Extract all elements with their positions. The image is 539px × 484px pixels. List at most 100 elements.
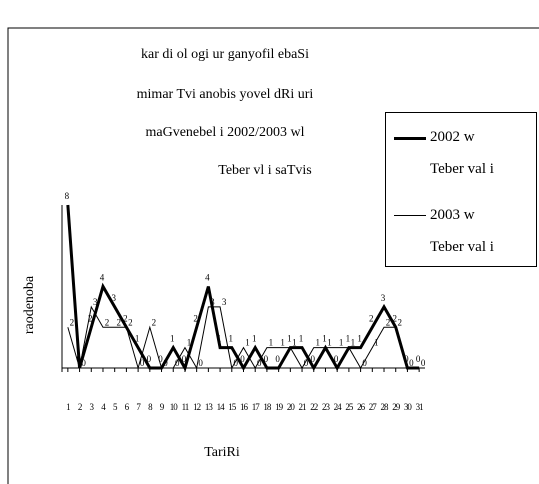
data-label: 0 <box>275 354 280 364</box>
data-label: 0 <box>304 358 309 368</box>
x-tick-label: 28 <box>381 402 390 412</box>
data-label: 2 <box>369 313 374 323</box>
data-label: 0 <box>140 358 145 368</box>
x-tick-label: 20 <box>287 402 296 412</box>
y-axis-label: raodenoba <box>22 275 37 334</box>
x-tick-label: 19 <box>275 402 284 412</box>
x-tick-label: 6 <box>125 402 130 412</box>
data-label: 0 <box>147 354 152 364</box>
x-tick-label: 24 <box>334 402 343 412</box>
data-label: 0 <box>409 358 414 368</box>
data-label: 0 <box>158 354 163 364</box>
x-tick-label: 5 <box>113 402 118 412</box>
data-label: 0 <box>234 358 239 368</box>
data-label: 2 <box>392 313 397 323</box>
x-tick-label: 30 <box>404 402 413 412</box>
x-tick-label: 26 <box>357 402 366 412</box>
data-label: 2 <box>105 317 110 327</box>
title-line: mimar Tvi anobis yovel dRi uri <box>137 87 314 102</box>
data-label: 0 <box>76 354 81 364</box>
data-label: 0 <box>264 354 269 364</box>
data-label: 0 <box>334 354 339 364</box>
x-tick-label: 23 <box>322 402 331 412</box>
data-label: 0 <box>404 354 409 364</box>
data-label: 3 <box>381 293 386 303</box>
title-line: Teber vl i saTvis <box>218 163 312 178</box>
data-label: 1 <box>135 334 140 344</box>
data-label: 2 <box>116 317 121 327</box>
legend-item: 2003 w Teber val i <box>394 199 510 263</box>
data-label: 1 <box>322 334 327 344</box>
data-label: 2 <box>193 313 198 323</box>
data-label: 8 <box>65 191 70 201</box>
data-label: 1 <box>374 338 379 348</box>
data-label: 0 <box>175 358 180 368</box>
data-label: 0 <box>421 358 426 368</box>
data-label: 0 <box>182 354 187 364</box>
data-label: 2 <box>70 317 75 327</box>
data-label: 1 <box>187 338 192 348</box>
chart-frame <box>7 27 539 484</box>
data-label: 2 <box>386 317 391 327</box>
x-tick-label: 11 <box>182 402 189 412</box>
data-label: 1 <box>346 334 351 344</box>
data-label: 2 <box>152 317 157 327</box>
x-tick-label: 9 <box>160 402 165 412</box>
x-tick-label: 13 <box>205 402 214 412</box>
data-label: 1 <box>280 338 285 348</box>
data-label: 0 <box>198 358 203 368</box>
data-label: 2 <box>123 313 128 323</box>
x-tick-label: 22 <box>310 402 318 412</box>
x-tick-label: 31 <box>416 402 424 412</box>
data-label: 0 <box>257 358 262 368</box>
data-label: 1 <box>287 334 292 344</box>
x-tick-label: 3 <box>90 402 95 412</box>
data-label: 1 <box>316 338 321 348</box>
x-tick-label: 21 <box>299 402 307 412</box>
x-tick-label: 16 <box>240 402 249 412</box>
series-line <box>66 204 420 372</box>
x-tick-label: 14 <box>217 402 226 412</box>
data-label: 1 <box>252 334 257 344</box>
data-label: 4 <box>100 273 105 283</box>
data-label: 1 <box>217 334 222 344</box>
data-label: 0 <box>416 354 421 364</box>
x-tick-label: 27 <box>369 402 378 412</box>
data-label: 0 <box>163 358 168 368</box>
legend-label: 2003 w Teber val i <box>430 207 494 255</box>
legend: 2002 w Teber val i 2003 w Teber val i <box>385 112 537 267</box>
x-tick-label: 17 <box>252 402 261 412</box>
data-label: 1 <box>327 338 332 348</box>
data-label: 0 <box>311 354 316 364</box>
data-label: 4 <box>205 273 210 283</box>
x-tick-label: 25 <box>345 402 354 412</box>
title-line: maGvenebel i 2002/2003 wl <box>145 125 304 140</box>
data-label: 1 <box>245 338 250 348</box>
data-label: 3 <box>111 293 116 303</box>
x-tick-label: 29 <box>392 402 401 412</box>
series-line <box>67 305 420 370</box>
data-label: 1 <box>357 334 362 344</box>
data-label: 2 <box>128 317 133 327</box>
data-label: 0 <box>362 358 367 368</box>
data-label: 1 <box>299 334 304 344</box>
data-label: 3 <box>210 297 215 307</box>
data-label: 1 <box>351 338 356 348</box>
data-label: 3 <box>222 297 227 307</box>
data-label: 1 <box>229 334 234 344</box>
x-tick-label: 8 <box>148 402 153 412</box>
x-tick-label: 15 <box>228 402 237 412</box>
legend-label: 2002 w Teber val i <box>430 129 494 177</box>
data-label: 1 <box>269 338 274 348</box>
x-tick-label: 2 <box>78 402 82 412</box>
data-label: 1 <box>339 338 344 348</box>
x-tick-label: 18 <box>263 402 272 412</box>
data-label: 0 <box>81 358 86 368</box>
x-tick-label: 10 <box>170 402 179 412</box>
data-label: 3 <box>93 297 98 307</box>
x-tick-label: 7 <box>136 402 141 412</box>
x-axis-label: TariRi <box>204 445 240 460</box>
data-label: 2 <box>397 317 402 327</box>
data-label: 0 <box>240 354 245 364</box>
